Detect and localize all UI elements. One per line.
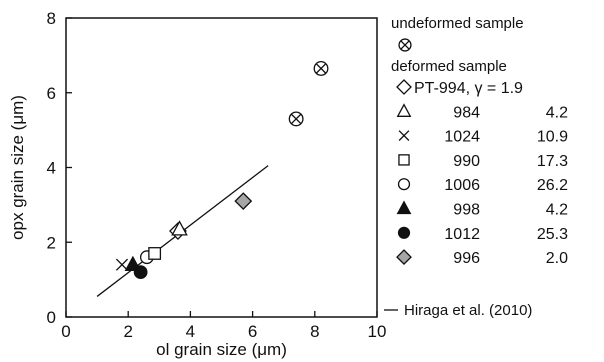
point-diamond-gray bbox=[234, 192, 253, 211]
x-axis: 0 2 4 6 8 10 bbox=[61, 311, 386, 341]
legend-marker-square-open bbox=[398, 154, 410, 166]
x-tick-label: 8 bbox=[310, 322, 319, 341]
legend-deformed-label: deformed sample bbox=[391, 58, 507, 75]
legend-sample-id: 996 bbox=[453, 250, 480, 267]
plot-frame bbox=[65, 17, 378, 318]
legend-sample-id: 984 bbox=[453, 104, 480, 121]
y-tick-label: 8 bbox=[47, 9, 56, 28]
legend-fit-label: Hiraga et al. (2010) bbox=[404, 302, 532, 319]
legend-undeformed-label: undeformed sample bbox=[391, 15, 524, 32]
legend: undeformed sample deformed sample PT-994… bbox=[384, 15, 568, 319]
point-undeformed bbox=[313, 61, 329, 76]
legend-marker-diamond-gray bbox=[396, 249, 412, 266]
x-tick-label: 0 bbox=[61, 322, 70, 341]
legend-gamma-value: 25.3 bbox=[537, 226, 568, 243]
legend-marker-circle-filled bbox=[397, 226, 411, 239]
legend-gamma-value: 10.9 bbox=[537, 129, 568, 146]
plot-area bbox=[65, 17, 378, 318]
legend-marker-cross bbox=[398, 130, 410, 141]
y-axis: 0 2 4 6 8 bbox=[47, 9, 72, 327]
y-tick-label: 6 bbox=[47, 84, 56, 103]
legend-sample-id: 998 bbox=[453, 202, 480, 219]
legend-gamma-value: 4.2 bbox=[546, 104, 568, 121]
point-square-open bbox=[148, 247, 162, 260]
legend-marker-triangle-open bbox=[396, 103, 412, 117]
legend-gamma-value: 4.2 bbox=[546, 202, 568, 219]
legend-fit-entry: Hiraga et al. (2010) bbox=[384, 302, 532, 319]
y-tick-label: 0 bbox=[47, 308, 56, 327]
x-tick-label: 10 bbox=[368, 322, 387, 341]
legend-gamma-value: 2.0 bbox=[546, 250, 568, 267]
legend-entries: PT-994, γ = 1.9 984 4.2 1024 10.9 990 17.3 1006… bbox=[396, 79, 568, 267]
x-tick-label: 2 bbox=[123, 322, 132, 341]
legend-sample-label: PT-994, γ = 1.9 bbox=[414, 80, 523, 97]
legend-sample-id: 1006 bbox=[444, 177, 480, 194]
legend-sample-id: 990 bbox=[453, 153, 480, 170]
legend-sample-id: 1024 bbox=[444, 129, 480, 146]
data-points bbox=[115, 61, 329, 280]
legend-sample-id: 1012 bbox=[444, 226, 480, 243]
x-axis-title: ol grain size (μm) bbox=[156, 340, 287, 359]
legend-marker-circle-open bbox=[397, 178, 411, 191]
x-tick-label: 6 bbox=[248, 322, 257, 341]
x-tick-label: 4 bbox=[186, 322, 195, 341]
legend-marker-diamond-open bbox=[396, 79, 412, 95]
legend-gamma-value: 26.2 bbox=[537, 177, 568, 194]
point-cross bbox=[115, 258, 129, 271]
legend-marker-triangle-filled bbox=[396, 200, 412, 215]
y-tick-label: 4 bbox=[47, 159, 56, 178]
y-axis-title: opx grain size (μm) bbox=[8, 95, 27, 240]
legend-marker-undeformed bbox=[398, 38, 412, 52]
point-undeformed bbox=[288, 111, 304, 127]
point-circle-filled bbox=[133, 265, 148, 280]
point-triangle-open bbox=[171, 220, 188, 236]
y-tick-label: 2 bbox=[47, 233, 56, 252]
legend-gamma-value: 17.3 bbox=[537, 153, 568, 170]
